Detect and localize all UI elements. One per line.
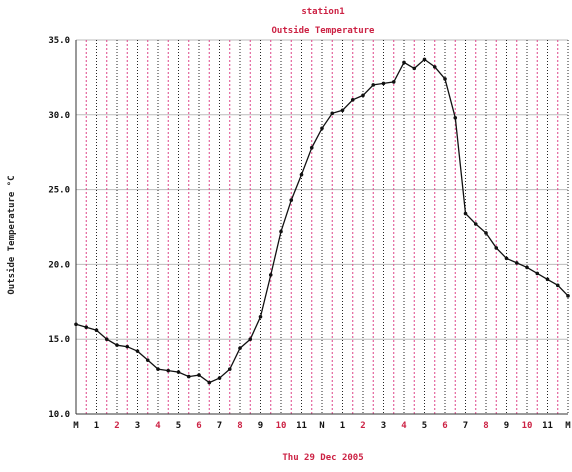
data-point xyxy=(207,380,212,385)
data-point xyxy=(535,271,540,276)
data-point xyxy=(422,57,427,62)
x-tick-label: 4 xyxy=(401,421,407,431)
x-tick-label: 9 xyxy=(504,421,509,431)
data-point xyxy=(391,80,396,84)
y-tick-label: 15.0 xyxy=(48,335,70,345)
x-tick-label: 9 xyxy=(258,421,263,431)
x-tick-label: 1 xyxy=(340,421,345,431)
data-point xyxy=(248,337,253,342)
y-tick-label: 25.0 xyxy=(48,186,70,196)
data-point xyxy=(104,337,109,342)
x-tick-label: 6 xyxy=(196,421,201,431)
data-point xyxy=(484,231,488,235)
y-tick-label: 20.0 xyxy=(48,260,70,270)
y-tick-label: 35.0 xyxy=(48,36,70,46)
x-axis-label: Thu 29 Dec 2005 xyxy=(282,453,363,463)
data-point xyxy=(566,294,570,298)
x-tick-label: M xyxy=(565,421,571,431)
points-layer xyxy=(74,57,570,385)
data-point xyxy=(299,172,304,177)
x-tick-label: M xyxy=(73,421,79,431)
x-tick-label: 4 xyxy=(155,421,161,431)
x-tick-label: 10 xyxy=(276,421,287,431)
x-tick-label: 7 xyxy=(217,421,222,431)
x-tick-label: 1 xyxy=(94,421,99,431)
data-point xyxy=(289,198,294,202)
data-point xyxy=(453,115,458,120)
axis-layer: 10.0 15.0 20.0 25.0 30.0 35.0 M 1 2 3 4 5 6 7 8 9 10 11 N 1… xyxy=(48,36,571,431)
data-point xyxy=(555,283,560,288)
data-point xyxy=(504,256,509,261)
data-point xyxy=(412,66,417,71)
x-tick-label: 8 xyxy=(237,421,242,431)
data-point xyxy=(330,111,335,116)
data-point xyxy=(279,229,283,234)
data-point xyxy=(217,376,222,380)
x-tick-label: 11 xyxy=(296,421,307,431)
x-tick-label: 3 xyxy=(135,421,140,431)
data-point xyxy=(197,373,201,377)
data-point xyxy=(320,126,324,131)
data-point xyxy=(135,349,140,353)
data-point xyxy=(268,273,273,277)
y-tick-label: 30.0 xyxy=(48,111,70,121)
data-point xyxy=(84,325,89,330)
x-tick-label: 5 xyxy=(422,421,427,431)
data-point xyxy=(545,277,550,282)
grid-layer xyxy=(75,39,569,415)
chart-subtitle: Outside Temperature xyxy=(272,25,376,36)
data-point xyxy=(443,77,447,81)
data-point xyxy=(350,98,355,102)
data-point xyxy=(371,83,376,87)
data-point xyxy=(74,322,78,327)
y-axis-label: Outside Temperature °C xyxy=(6,175,17,294)
data-point xyxy=(381,81,386,86)
data-point xyxy=(227,367,232,371)
data-point xyxy=(525,265,529,270)
data-point xyxy=(145,358,150,362)
data-point xyxy=(463,211,468,216)
data-point xyxy=(258,314,263,319)
y-tick-label: 10.0 xyxy=(48,410,70,420)
data-point xyxy=(432,65,437,69)
data-point xyxy=(156,367,160,371)
data-point xyxy=(361,93,365,98)
data-point xyxy=(176,370,181,374)
data-point xyxy=(473,222,478,226)
data-point xyxy=(402,60,406,65)
data-point xyxy=(514,261,519,265)
data-point xyxy=(340,108,345,113)
x-tick-label: 10 xyxy=(522,421,533,431)
x-tick-label: 6 xyxy=(442,421,447,431)
data-point xyxy=(125,344,130,349)
chart-title: station1 xyxy=(301,6,344,17)
x-tick-label: 8 xyxy=(483,421,488,431)
x-tick-label: 3 xyxy=(381,421,386,431)
data-point xyxy=(238,346,242,350)
data-point xyxy=(186,374,191,379)
data-point xyxy=(94,328,99,333)
data-point xyxy=(166,368,171,373)
data-point xyxy=(115,343,119,347)
x-tick-label: 7 xyxy=(463,421,468,431)
data-point xyxy=(494,246,499,250)
data-point xyxy=(309,145,314,150)
x-tick-label: 5 xyxy=(176,421,181,431)
x-tick-label: 2 xyxy=(360,421,365,431)
x-tick-label: N xyxy=(319,421,324,431)
x-tick-label: 11 xyxy=(542,421,553,431)
x-tick-label: 2 xyxy=(114,421,119,431)
